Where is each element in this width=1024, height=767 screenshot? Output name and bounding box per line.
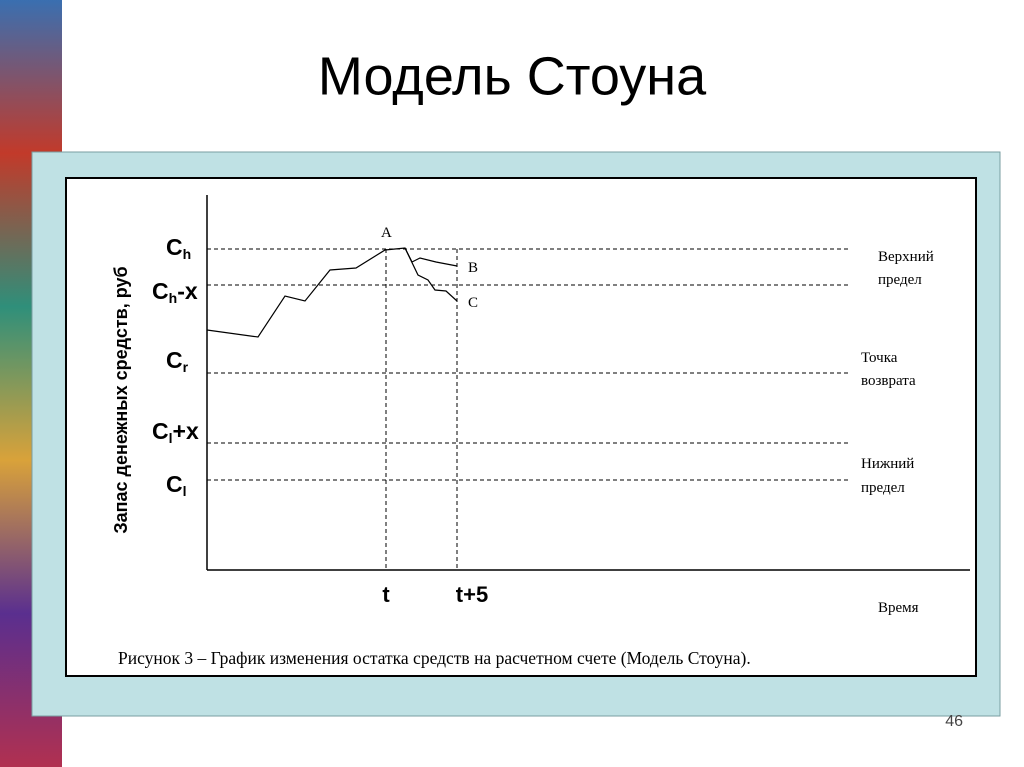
level-label: Cr — [166, 347, 189, 375]
level-lines — [207, 248, 848, 570]
suffix: -x — [177, 278, 198, 304]
point-label: A — [381, 225, 392, 241]
symbol: C — [152, 278, 169, 304]
note-line: Точка — [861, 350, 898, 366]
level-label: Ch — [166, 234, 191, 262]
point-label: C — [468, 295, 478, 311]
symbol: C — [152, 418, 169, 444]
y-axis-label: Запас денежных средств, руб — [111, 266, 131, 533]
subscript: l — [183, 483, 187, 499]
level-label: Ch-x — [152, 278, 198, 306]
level-label: Cl — [166, 471, 187, 499]
note-line: предел — [878, 272, 922, 288]
x-axis-label: Время — [878, 600, 919, 616]
note-line: Нижний — [861, 456, 914, 472]
slide-title: Модель Стоуна — [318, 46, 707, 106]
suffix: +x — [173, 418, 199, 444]
level-labels: Ch Ch-x Cr Cl+x Cl — [152, 234, 199, 499]
x-tick: t — [382, 582, 390, 607]
point-label: B — [468, 260, 478, 276]
subscript: l — [169, 430, 173, 446]
level-label: Cl+x — [152, 418, 199, 446]
subscript: h — [169, 290, 178, 306]
balance-curve — [206, 247, 458, 338]
figure-panel — [65, 177, 977, 677]
curve-b — [206, 247, 458, 338]
subscript: r — [183, 359, 189, 375]
page-number: 46 — [945, 713, 963, 730]
symbol: C — [166, 347, 183, 373]
notes: Верхний предел Точка возврата Нижний пре… — [861, 249, 934, 496]
curve-c — [404, 247, 458, 302]
symbol: C — [166, 471, 183, 497]
note-line: предел — [861, 480, 905, 496]
note-line: Верхний — [878, 249, 934, 265]
x-tick: t+5 — [456, 582, 488, 607]
symbol: C — [166, 234, 183, 260]
note-line: возврата — [861, 373, 916, 389]
caption: Рисунок 3 – График изменения остатка сре… — [118, 648, 751, 668]
subscript: h — [183, 246, 192, 262]
